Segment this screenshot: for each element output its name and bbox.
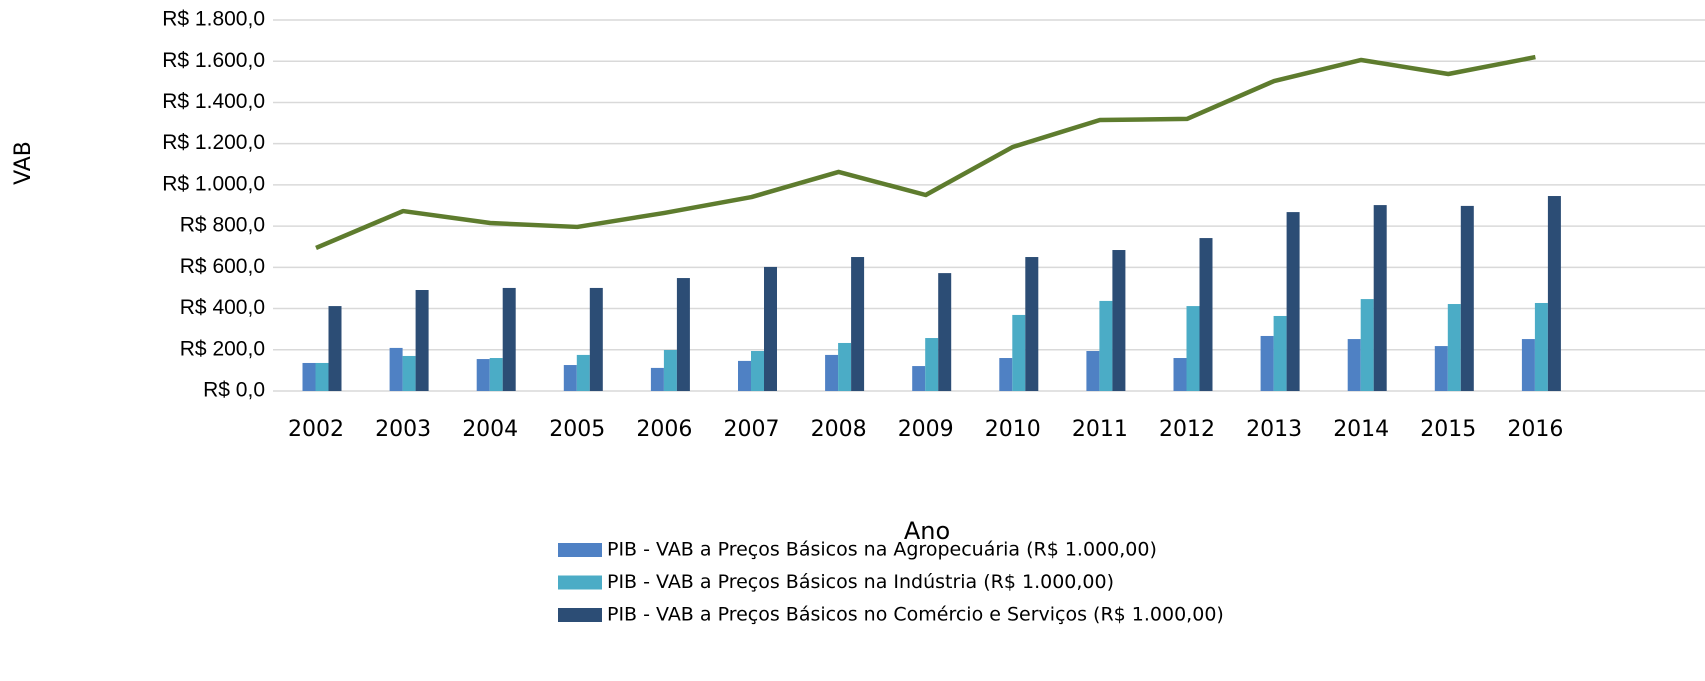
bar (925, 338, 939, 391)
x-axis-label: Ano (904, 517, 950, 545)
bar (838, 342, 852, 391)
x-tick-label: 2009 (898, 417, 954, 442)
bar (1099, 300, 1113, 391)
x-tick-label: 2011 (1072, 417, 1128, 442)
x-tick-label: 2002 (288, 417, 344, 442)
bar (751, 351, 764, 391)
y-tick-label: R$ 1.200,0 (162, 131, 265, 154)
bar (663, 349, 677, 391)
legend-label: PIB - VAB a Preços Básicos na Agropecuár… (607, 539, 1157, 561)
y-axis-label: VAB (11, 141, 36, 185)
y-tick-label: R$ 200,0 (180, 337, 265, 360)
y-tick-label: R$ 0,0 (203, 379, 265, 402)
y-tick-label: R$ 800,0 (180, 214, 265, 237)
x-tick-label: 2016 (1507, 417, 1563, 442)
bar (1012, 314, 1026, 391)
x-tick-label: 2012 (1159, 417, 1215, 442)
bar (589, 287, 603, 391)
bar (1434, 346, 1448, 391)
bar (402, 355, 416, 391)
bar (489, 358, 503, 391)
bar (1347, 339, 1361, 391)
bar (1273, 315, 1287, 391)
x-tick-label: 2003 (375, 417, 431, 442)
bar (315, 362, 329, 391)
bar (1025, 257, 1039, 391)
bar (999, 358, 1013, 391)
bar (1360, 299, 1374, 391)
x-tick-label: 2008 (811, 417, 867, 442)
x-tick-label: 2006 (636, 417, 692, 442)
bar (1534, 302, 1548, 391)
bar (1460, 205, 1474, 391)
legend-label: PIB - VAB a Preços Básicos no Comércio e… (607, 604, 1224, 626)
bar (1521, 339, 1535, 391)
x-tick-label: 2007 (724, 417, 780, 442)
bar (938, 273, 952, 391)
bar (415, 290, 429, 391)
bar (1086, 351, 1100, 391)
y-tick-label: R$ 1.000,0 (162, 172, 265, 195)
bar (1186, 306, 1200, 391)
bar (1286, 212, 1300, 391)
legend-swatch (558, 543, 602, 557)
bar (389, 347, 403, 391)
y-tick-label: R$ 1.600,0 (162, 49, 265, 72)
bar (502, 287, 516, 391)
bar (1260, 335, 1274, 391)
x-tick-label: 2014 (1333, 417, 1389, 442)
bar (1199, 238, 1213, 391)
bar (912, 366, 926, 391)
bar (1447, 304, 1461, 391)
y-tick-label: R$ 400,0 (180, 296, 265, 319)
x-tick-label: 2015 (1420, 417, 1476, 442)
line (315, 54, 1536, 251)
y-tick-label: R$ 1.400,0 (162, 90, 265, 113)
bar (576, 354, 590, 391)
bar (1112, 250, 1126, 391)
x-tick-label: 2013 (1246, 417, 1302, 442)
y-tick-label: R$ 600,0 (180, 255, 265, 278)
legend-label: PIB - VAB a Preços Básicos na Indústria … (607, 571, 1114, 593)
x-tick-label: 2004 (462, 417, 518, 442)
bar (1373, 205, 1387, 391)
legend-swatch (558, 575, 602, 590)
bar (1547, 196, 1561, 391)
bar (563, 365, 577, 391)
x-tick-label: 2005 (549, 417, 605, 442)
bar (825, 354, 839, 391)
bar (1173, 358, 1187, 391)
legend-swatch (558, 608, 602, 622)
bar (650, 367, 664, 391)
bar (328, 306, 342, 391)
bar (764, 266, 777, 391)
bar (738, 360, 751, 391)
bar (476, 359, 490, 391)
bar (676, 278, 690, 391)
y-tick-label: R$ 1.800,0 (162, 8, 265, 31)
bar (302, 362, 316, 391)
x-tick-label: 2010 (985, 417, 1041, 442)
bar (851, 257, 865, 391)
